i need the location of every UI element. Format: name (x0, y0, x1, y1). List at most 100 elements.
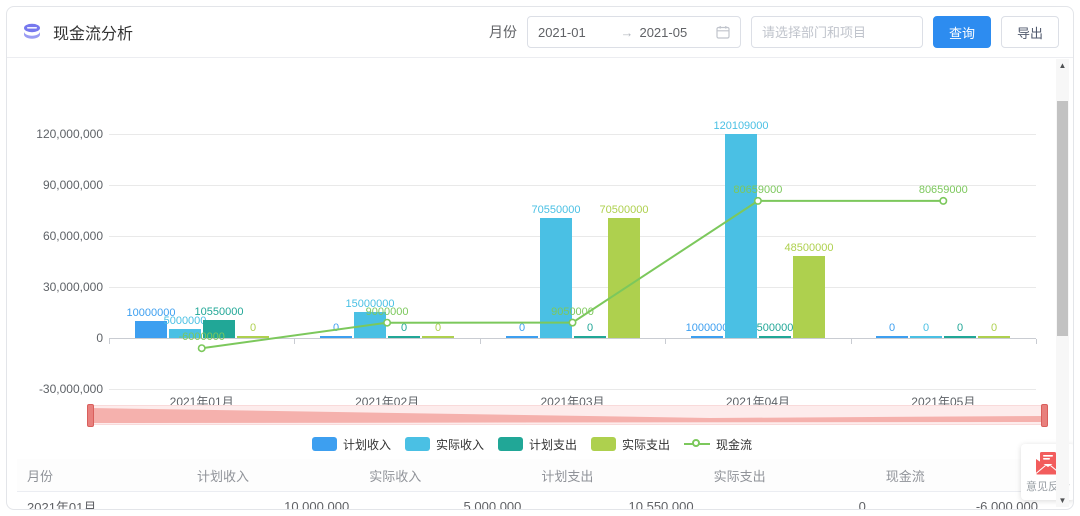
legend-swatch (591, 437, 616, 451)
x-axis-tick (480, 339, 481, 344)
bar-value-label: 500000 (756, 322, 794, 334)
legend-line-marker (692, 439, 701, 447)
legend-label: 实际支出 (622, 437, 671, 452)
bar-value-label: 0 (332, 322, 340, 334)
bar-计划收入 (135, 321, 167, 338)
gridline (109, 134, 1036, 135)
legend-line-icon (684, 437, 711, 451)
dashboard-card: 现金流分析 月份 2021-01 → 2021-05 查询 导出 120,000… (6, 6, 1074, 510)
datazoom-shadow (90, 408, 1045, 423)
legend-item-现金流[interactable]: 现金流 (684, 436, 752, 453)
table-row[interactable]: 2021年01月 10,000,000 5,000,000 10,550,000 0 -6… (17, 492, 1048, 510)
bar-value-label: 0 (888, 322, 896, 334)
legend-swatch (497, 437, 523, 451)
column-header: 月份 (27, 468, 54, 484)
bar-value-label: 48500000 (784, 242, 834, 254)
column-header: 现金流 (885, 468, 925, 484)
bar-计划支出 (759, 336, 791, 338)
datazoom-handle-left[interactable] (87, 404, 94, 427)
legend-item-实际支出[interactable]: 实际支出 (591, 436, 670, 453)
value-cell: 0 (858, 499, 866, 510)
y-axis-label: 60,000,000 (42, 229, 103, 243)
bar-实际支出 (422, 336, 454, 338)
value-cell: 10,550,000 (628, 499, 694, 510)
y-axis-label: -30,000,000 (38, 382, 103, 396)
envelope-icon (1035, 451, 1061, 474)
legend-swatch (404, 437, 430, 451)
date-range-arrow: → (620, 24, 634, 40)
y-axis-label: 120,000,000 (36, 127, 103, 141)
bar-value-label: 0 (956, 322, 964, 334)
scroll-up-arrow[interactable]: ▲ (1058, 61, 1067, 70)
bar-value-label: 120109000 (713, 120, 769, 132)
legend-label: 实际收入 (435, 437, 484, 452)
y-axis-label: 30,000,000 (42, 280, 103, 294)
bar-实际收入 (169, 329, 201, 338)
column-header: 计划收入 (197, 468, 250, 484)
line-value-label: 9050000 (551, 305, 594, 318)
bar-value-label: 10550000 (194, 306, 244, 318)
bar-value-label: 0 (434, 322, 442, 334)
export-button[interactable]: 导出 (1000, 16, 1059, 48)
bar-value-label: 1000000 (685, 322, 729, 334)
column-header: 计划支出 (541, 468, 594, 484)
legend-item-实际收入[interactable]: 实际收入 (404, 436, 484, 453)
line-value-label: -6000000 (178, 331, 225, 344)
bar-实际支出 (608, 218, 640, 338)
legend-label: 计划收入 (342, 437, 391, 452)
bar-value-label: 0 (249, 322, 257, 334)
cashflow-chart: 120,000,000 90,000,000 60,000,000 30,000,00… (7, 58, 1057, 409)
department-project-input[interactable] (750, 16, 923, 48)
cashflow-table: 月份 计划收入 实际收入 计划支出 实际支出 现金流 2021年01月 10,000,000 5… (17, 459, 1048, 510)
bar-value-label: 0 (922, 322, 930, 334)
x-axis-tick (294, 339, 295, 344)
bar-实际收入 (540, 218, 572, 338)
chart-legend: 计划收入 实际收入 计划支出 实际支出 现金流 (7, 435, 1057, 453)
bar-计划支出 (574, 336, 606, 338)
bar-实际收入 (910, 336, 942, 338)
column-header: 实际收入 (369, 468, 422, 484)
y-axis-label: 90,000,000 (42, 178, 103, 192)
table-header-row: 月份 计划收入 实际收入 计划支出 实际支出 现金流 (17, 459, 1048, 492)
layers-icon (24, 23, 40, 39)
bar-计划收入 (320, 336, 352, 338)
bar-value-label: 0 (990, 322, 998, 334)
cashflow-line-series (197, 196, 948, 353)
date-end-value[interactable]: 2021-05 (639, 24, 688, 40)
datazoom-handle-right[interactable] (1041, 404, 1048, 427)
legend-item-计划收入[interactable]: 计划收入 (311, 436, 391, 453)
vertical-scrollbar[interactable]: ▲ ▼ (1056, 59, 1069, 507)
legend-item-计划支出[interactable]: 计划支出 (497, 436, 577, 453)
bar-计划收入 (691, 336, 723, 338)
bar-value-label: 15000000 (345, 298, 395, 310)
bar-计划支出 (944, 336, 976, 338)
scrollbar-thumb[interactable] (1057, 101, 1068, 336)
bar-value-label: 10000000 (126, 307, 176, 319)
y-axis-label: 0 (96, 331, 103, 345)
legend-label: 计划支出 (528, 437, 577, 452)
bar-实际支出 (978, 336, 1010, 338)
bar-value-label: 0 (400, 322, 408, 334)
date-range-picker[interactable]: 2021-01 → 2021-05 (526, 16, 741, 48)
x-axis-tick (851, 339, 852, 344)
line-value-label: 80659000 (918, 183, 968, 196)
gridline (109, 287, 1036, 288)
date-start-value[interactable]: 2021-01 (537, 24, 586, 40)
bar-计划支出 (203, 320, 235, 338)
datazoom-slider[interactable] (87, 404, 1048, 427)
bar-计划收入 (506, 336, 538, 338)
bar-value-label: 70550000 (531, 204, 581, 216)
value-cell: -6,000,000 (975, 499, 1038, 510)
bar-计划支出 (388, 336, 420, 338)
x-axis-tick (1036, 339, 1037, 344)
legend-swatch (311, 437, 337, 451)
bar-value-label: 70500000 (599, 204, 649, 216)
bar-value-label: 0 (586, 322, 594, 334)
month-cell: 2021年01月 (27, 500, 97, 510)
calendar-icon (716, 26, 730, 39)
scroll-down-arrow[interactable]: ▼ (1058, 496, 1067, 505)
query-button[interactable]: 查询 (932, 16, 991, 48)
month-filter-label: 月份 (488, 24, 517, 40)
bar-value-label: 0 (518, 322, 526, 334)
x-axis-tick (109, 339, 110, 344)
